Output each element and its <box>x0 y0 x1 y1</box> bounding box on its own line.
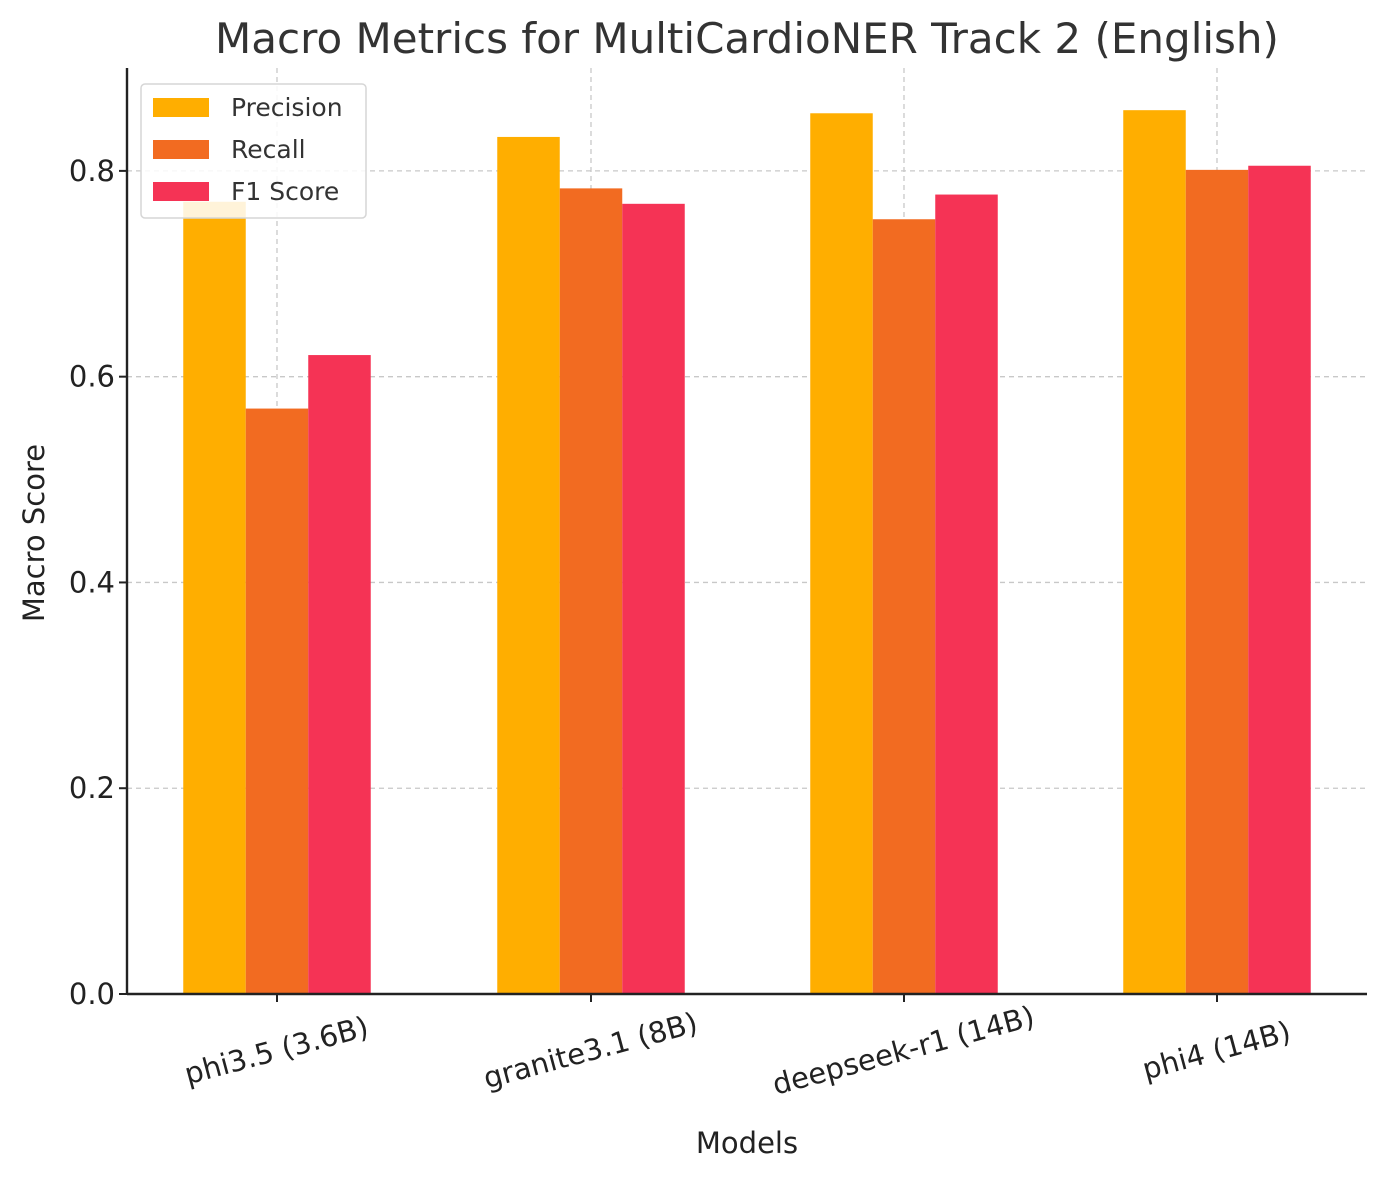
bar-recall-0 <box>245 408 309 994</box>
axes-layer <box>125 68 1367 996</box>
bar-precision-1 <box>497 136 560 995</box>
bar-precision-0 <box>183 201 246 994</box>
bars-layer <box>183 110 1311 995</box>
y-tick-label: 0.4 <box>69 565 115 599</box>
y-tick-label: 0.6 <box>69 360 115 394</box>
bar-recall-3 <box>1185 169 1249 995</box>
chart-title: Macro Metrics for MultiCardioNER Track 2… <box>215 14 1279 63</box>
bar-recall-2 <box>872 219 936 994</box>
legend-label: Precision <box>231 93 343 122</box>
bar-f1-score-2 <box>935 194 998 994</box>
y-tick-label: 0.8 <box>69 154 115 188</box>
legend-swatch-recall <box>153 140 209 159</box>
bar-f1-score-3 <box>1248 165 1311 994</box>
legend-label: F1 Score <box>231 177 339 206</box>
legend-swatch-precision <box>153 98 209 117</box>
bar-recall-1 <box>559 188 623 994</box>
bar-precision-2 <box>810 113 873 994</box>
legend: Precision Recall F1 Score <box>140 83 367 219</box>
y-tick-label: 0.0 <box>69 977 115 1011</box>
bar-f1-score-0 <box>308 355 371 994</box>
x-axis-title: Models <box>696 1126 798 1160</box>
legend-label: Recall <box>231 135 306 164</box>
bar-f1-score-1 <box>622 203 685 994</box>
legend-swatch-f1-score <box>153 182 209 201</box>
y-axis-title: Macro Score <box>17 444 51 622</box>
bar-precision-3 <box>1123 110 1186 994</box>
y-tick-label: 0.2 <box>69 771 115 805</box>
